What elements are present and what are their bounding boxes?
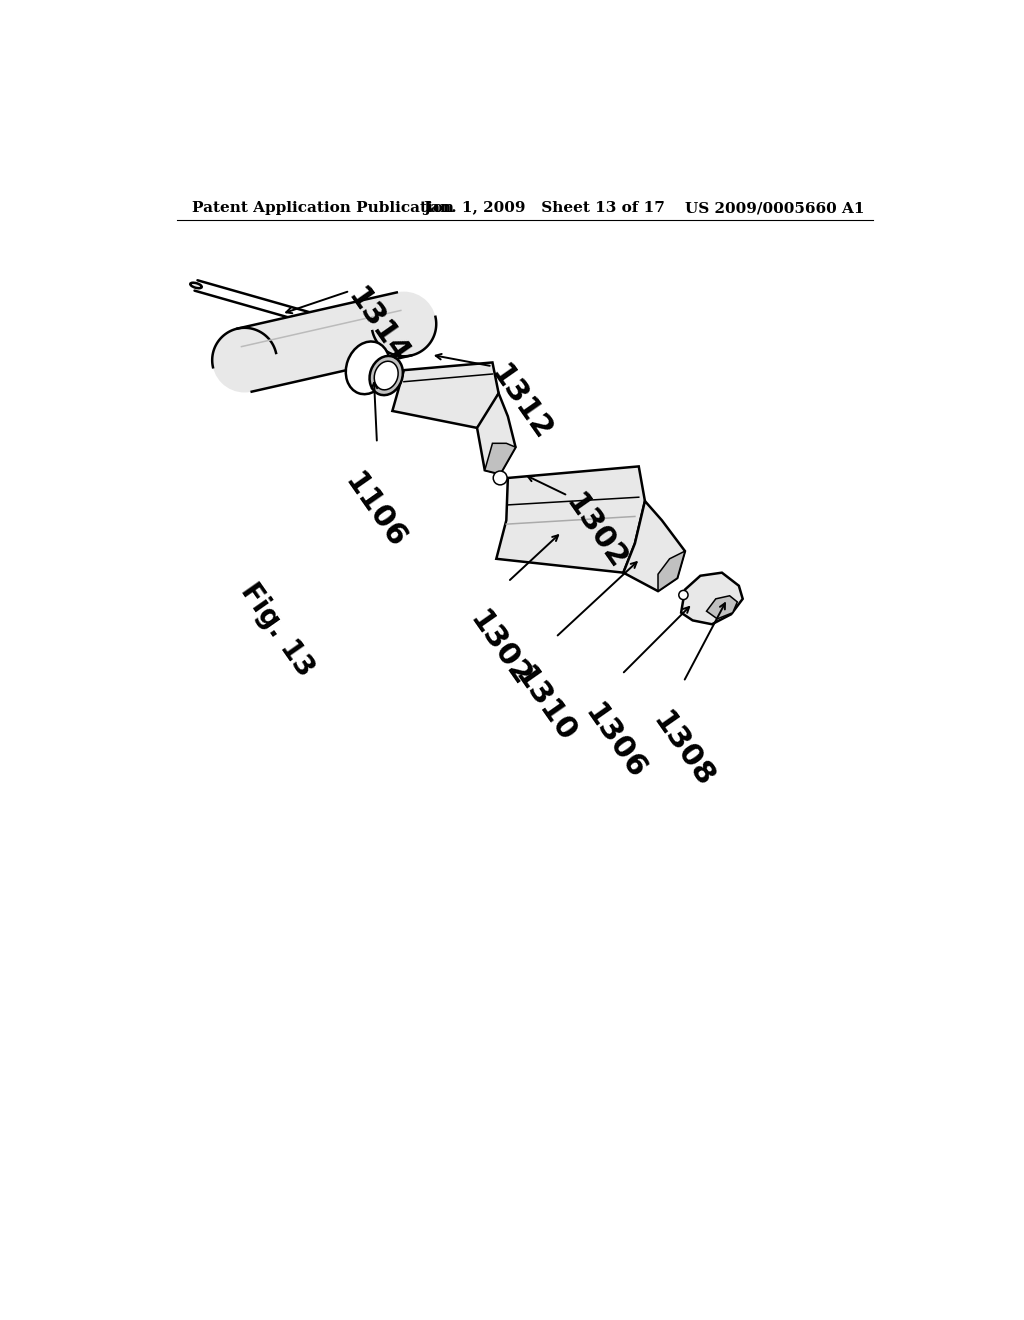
Polygon shape (238, 293, 411, 392)
Ellipse shape (494, 471, 507, 484)
Text: 1308: 1308 (646, 706, 719, 793)
Polygon shape (681, 573, 742, 624)
Text: 1306: 1306 (579, 698, 651, 784)
Ellipse shape (370, 356, 402, 395)
Ellipse shape (679, 590, 688, 599)
Polygon shape (624, 502, 685, 591)
Text: 1302: 1302 (464, 606, 536, 692)
Text: 1310: 1310 (508, 663, 581, 748)
Ellipse shape (346, 342, 390, 395)
Ellipse shape (372, 292, 436, 356)
Text: 1314: 1314 (342, 282, 415, 368)
Polygon shape (477, 393, 515, 474)
Text: US 2009/0005660 A1: US 2009/0005660 A1 (685, 202, 864, 215)
Polygon shape (484, 444, 515, 474)
Polygon shape (392, 363, 499, 428)
Text: Patent Application Publication: Patent Application Publication (193, 202, 455, 215)
Ellipse shape (190, 282, 202, 288)
Text: 1302: 1302 (560, 488, 632, 576)
Text: 1312: 1312 (484, 359, 557, 446)
Text: 1106: 1106 (338, 467, 411, 553)
Text: Jan. 1, 2009   Sheet 13 of 17: Jan. 1, 2009 Sheet 13 of 17 (423, 202, 665, 215)
Text: Fig. 13: Fig. 13 (234, 578, 319, 681)
Polygon shape (658, 552, 685, 591)
Polygon shape (707, 595, 737, 619)
Polygon shape (497, 466, 645, 573)
Ellipse shape (212, 327, 276, 392)
Ellipse shape (374, 362, 398, 389)
